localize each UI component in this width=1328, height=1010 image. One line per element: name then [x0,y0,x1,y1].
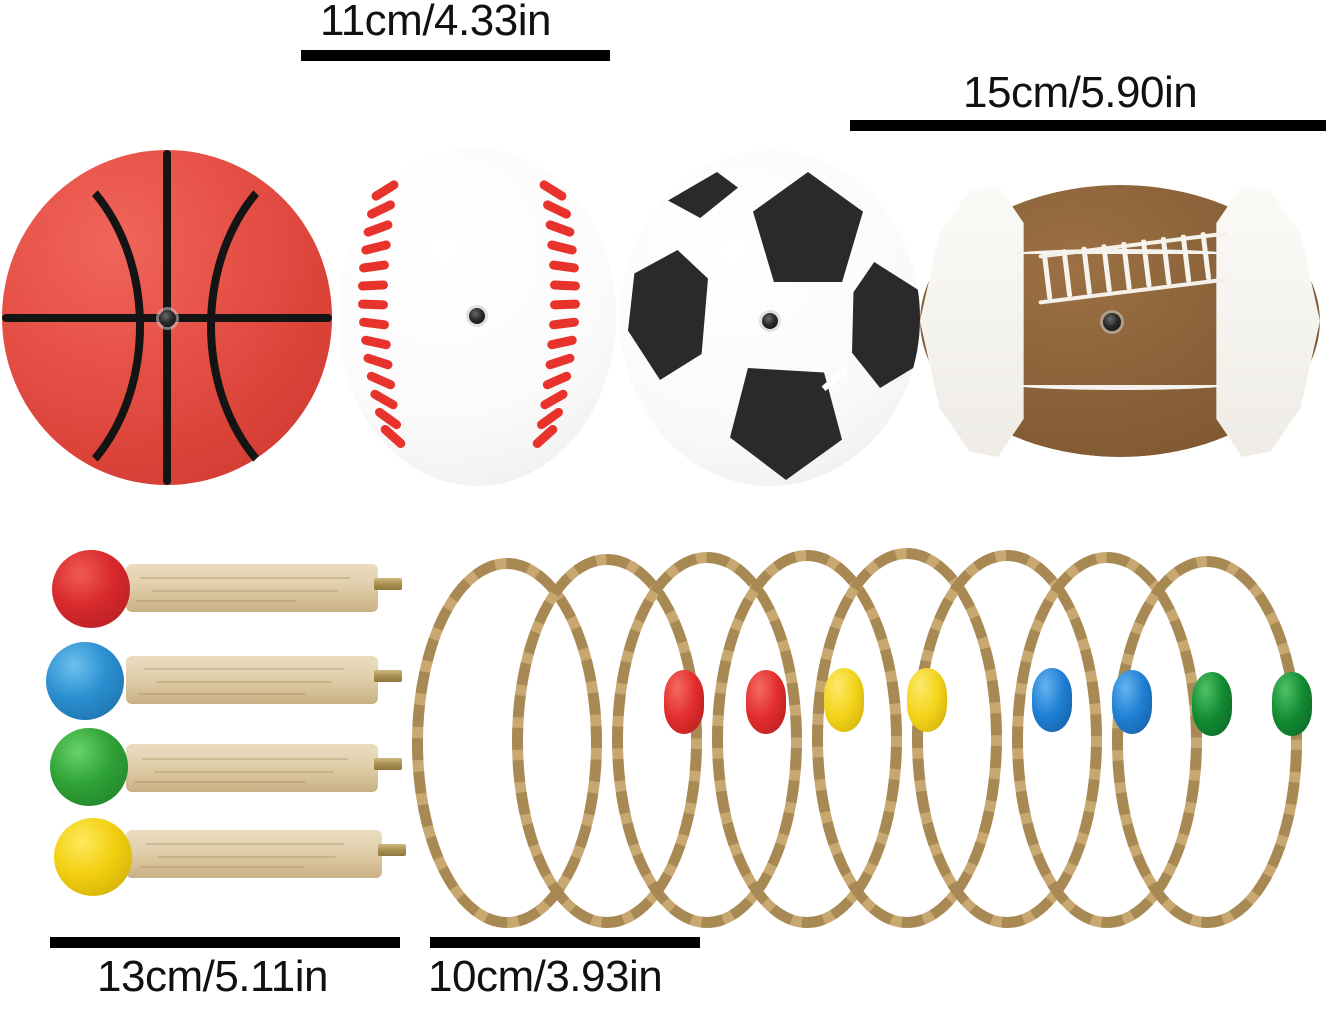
peg-yellow-label: Yellow peg [44,814,45,815]
peg-yellow: Yellow peg [44,814,406,896]
baseball-right-stitching [516,178,596,450]
peg-yellow-stick [126,830,382,878]
peg-blue-head [46,642,124,720]
football-left-cap [920,185,1024,457]
soccer-ball-valve [762,313,778,329]
peg-green-screw [374,758,402,770]
baseball-valve [469,308,485,324]
soccer-panel-right [852,262,920,388]
football-bottom-seam [1015,385,1227,390]
basketball-right-arc [207,144,485,508]
rope-bead-4 [907,668,947,732]
soccer-ball-label: Soccer Ball [620,150,621,151]
basketball-valve [159,310,176,327]
rope-bead-8 [1272,672,1312,736]
dimension-label-ball-width: 11cm/4.33in [320,0,551,45]
rope-rings-group [412,548,1317,928]
dimension-label-peg-length: 13cm/5.11in [97,952,328,1001]
football-valve [1103,313,1121,331]
rope-bead-3 [824,668,864,732]
peg-red-screw [374,578,402,590]
dimension-label-football-length: 15cm/5.90in [963,68,1198,117]
peg-blue-stick [126,656,378,704]
dimension-bar-peg-length [50,937,400,948]
soccer-panel-upper-left [628,250,708,380]
peg-green-stick [126,744,378,792]
soccer-ball-surface [620,150,920,486]
peg-green-head [50,728,128,806]
peg-red-label: Red peg [44,548,45,549]
basketball-left-arc [0,144,144,508]
baseball: Baseball [338,148,616,486]
rope-ring-8-texture [1112,556,1302,928]
dimension-bar-ball-width [301,50,610,61]
soccer-panel-top-left-edge [668,172,738,218]
peg-yellow-head [54,818,132,896]
soccer-ball: Soccer Ball [620,150,920,486]
baseball-label: Baseball [338,148,339,149]
rope-bead-7 [1192,672,1232,736]
dimension-bar-ring-width [430,937,700,948]
football-right-cap [1216,185,1320,457]
rope-bead-6 [1112,670,1152,734]
baseball-left-stitching [352,178,432,450]
rope-bead-2 [746,670,786,734]
peg-blue-screw [374,670,402,682]
soccer-panel-top [753,172,863,282]
dimension-bar-football-length [850,120,1326,131]
dimension-label-ring-width: 10cm/3.93in [428,952,663,1001]
rope-bead-1 [664,670,704,734]
soccer-seam-upper [732,260,760,282]
peg-yellow-screw [378,844,406,856]
peg-red-stick [126,564,378,612]
peg-red: Red peg [44,548,402,628]
rope-bead-5 [1032,668,1072,732]
peg-green-label: Green peg [44,728,45,729]
peg-blue-label: Blue peg [44,640,45,641]
basketball: Basketball [2,144,332,508]
football: Football [920,185,1320,457]
peg-blue: Blue peg [44,640,402,720]
football-label: Football [920,185,921,186]
peg-red-head [52,550,130,628]
football-top-seam [1015,249,1227,254]
peg-green: Green peg [44,728,402,808]
